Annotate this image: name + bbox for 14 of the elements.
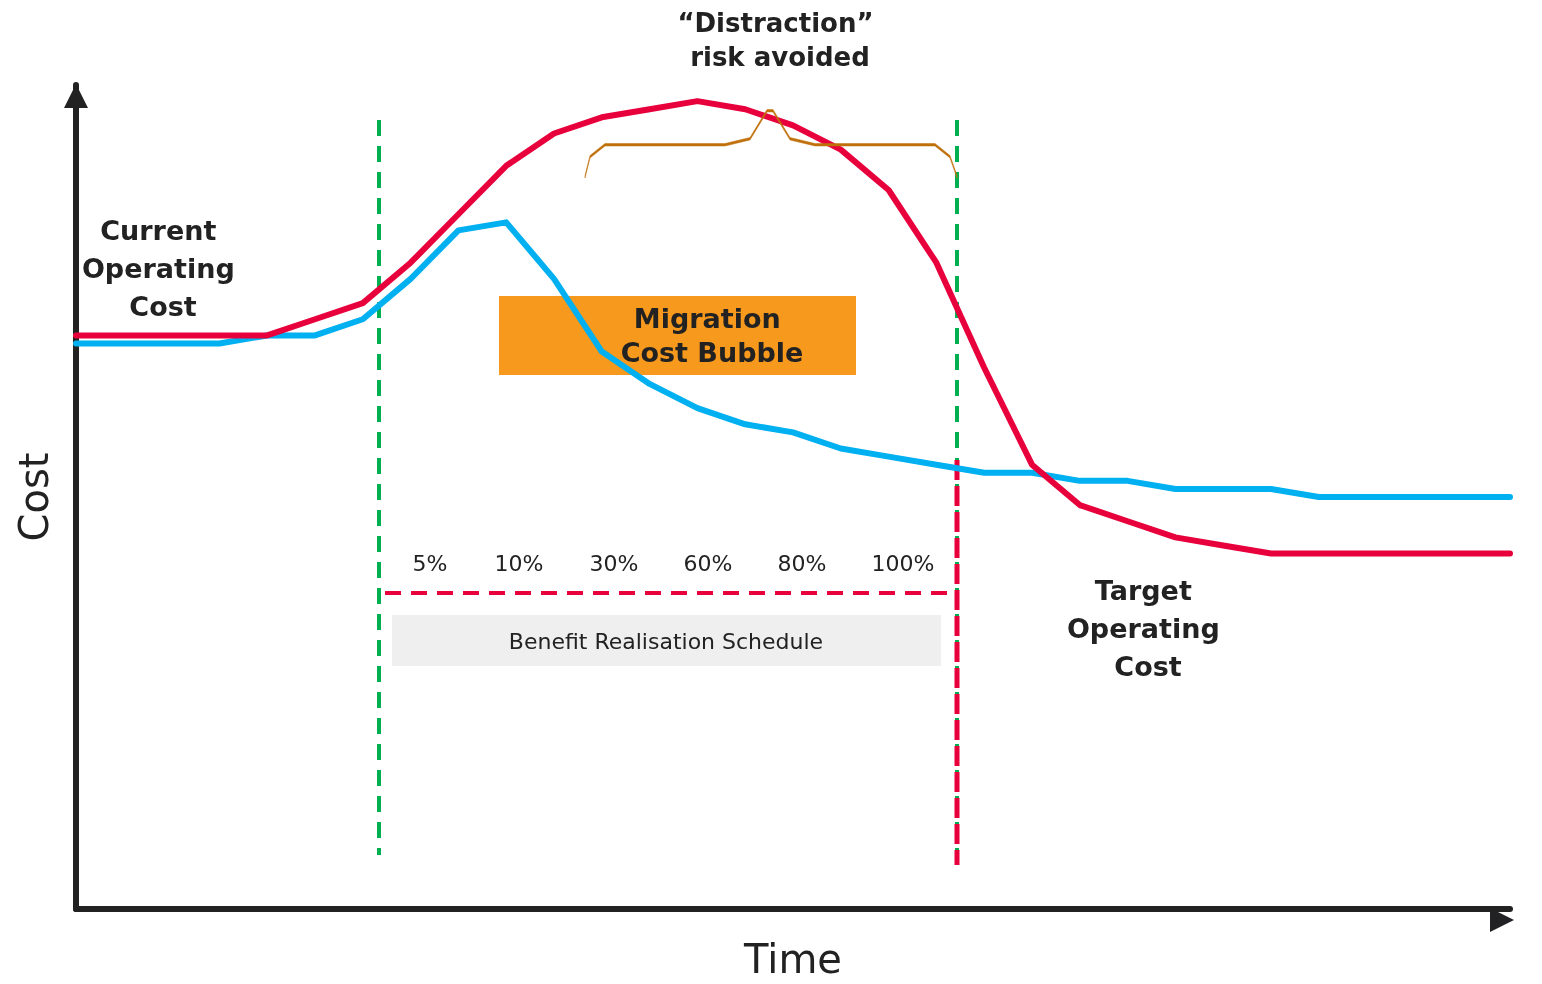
annotation: 100% (871, 550, 935, 576)
text: “Distraction” risk avoided (677, 8, 883, 72)
annotation: 80% (777, 550, 827, 576)
text: Current Operating (81, 214, 235, 284)
x-axis-title: Time (743, 936, 842, 982)
annotation: Migration Cost Bubble (620, 302, 804, 368)
annotation: 60% (683, 550, 733, 576)
annotation: Benefit Realisation Schedule (508, 628, 824, 654)
annotation: 30% (589, 550, 639, 576)
annotation: 5% (412, 550, 448, 576)
annotation: 10% (494, 550, 544, 576)
y-axis-title: Cost (129, 290, 197, 322)
text: Cost (11, 452, 57, 542)
annotation: Target Operating Cost (1066, 574, 1230, 682)
